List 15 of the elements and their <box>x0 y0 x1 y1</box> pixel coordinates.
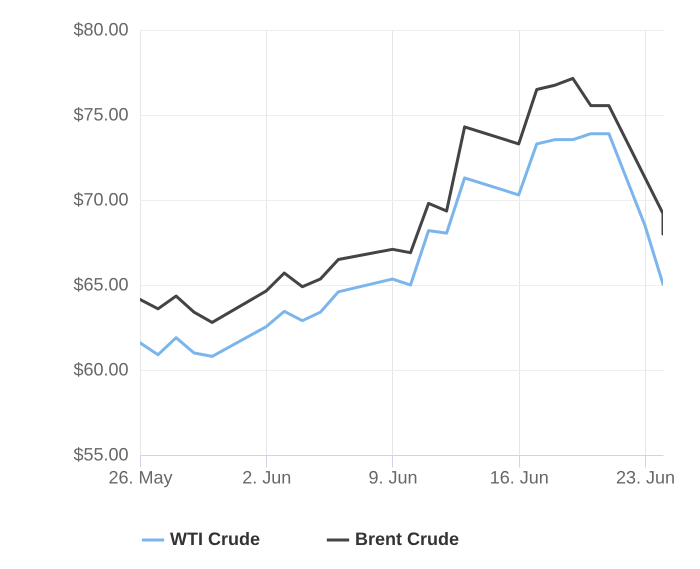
x-tick-label: 2. Jun <box>242 468 292 488</box>
y-tick-label: $70.00 <box>73 190 128 210</box>
legend-label: Brent Crude <box>355 529 460 549</box>
line-series <box>140 132 663 358</box>
y-tick-label: $60.00 <box>73 360 128 380</box>
line-series <box>140 76 663 324</box>
x-tick-label: 26. May <box>108 468 173 488</box>
y-tick-label: $65.00 <box>73 274 128 294</box>
x-tick-label: 9. Jun <box>368 468 418 488</box>
y-tick-label: $55.00 <box>73 444 128 464</box>
legend-label: WTI Crude <box>170 529 260 549</box>
x-tick-label: 16. Jun <box>490 468 549 488</box>
x-tick-label: 23. Jun <box>616 468 675 488</box>
y-tick-label: $75.00 <box>73 104 128 124</box>
y-tick-label: $80.00 <box>73 20 128 40</box>
